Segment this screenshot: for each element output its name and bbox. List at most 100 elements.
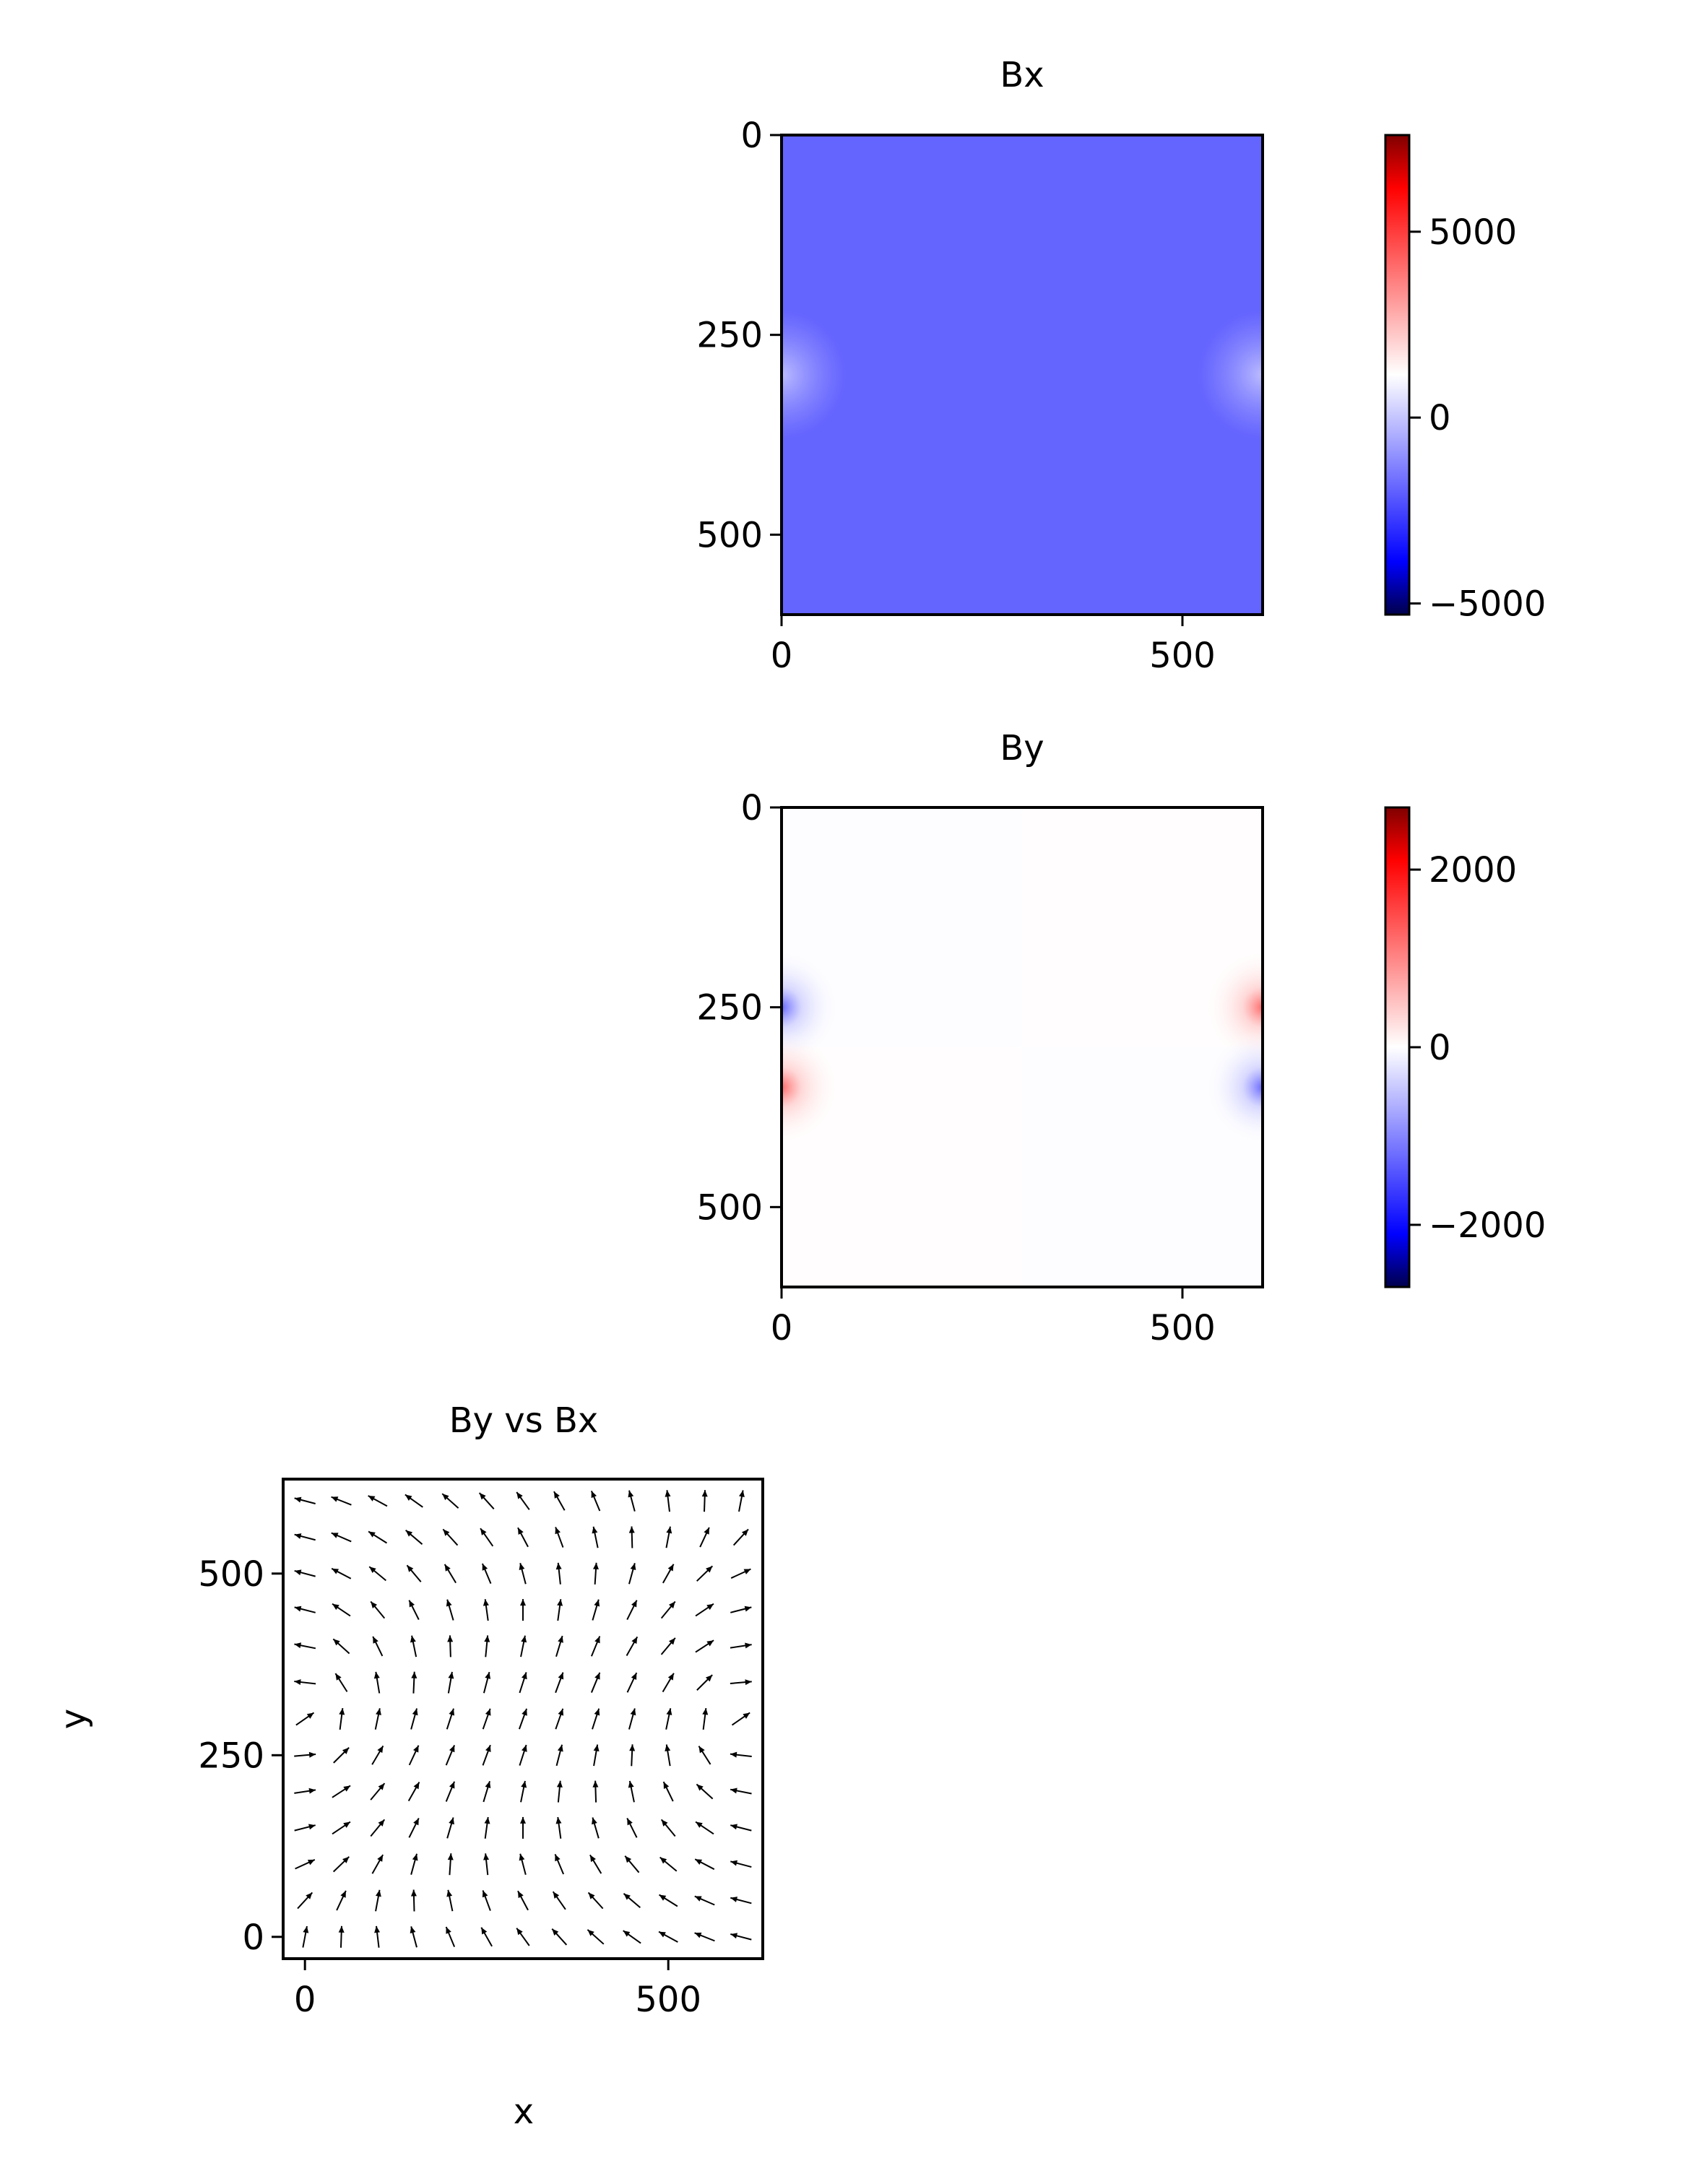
quiver-arrow — [516, 1491, 530, 1510]
bx-y-tick-label: 500 — [696, 515, 763, 555]
quiver-arrow — [623, 1893, 641, 1908]
quiver-arrow — [373, 1671, 381, 1694]
quiver-arrow — [695, 1821, 714, 1835]
by-y-ticks: 0 250 500 — [696, 788, 782, 1228]
quiver-arrow — [730, 1568, 751, 1579]
by-x-tick-label: 0 — [771, 1308, 793, 1348]
by-feature-positive — [782, 1029, 839, 1145]
quiver-x-tick-label: 500 — [635, 1980, 701, 2020]
quiver-arrow — [696, 1674, 713, 1691]
quiver-arrow — [294, 1824, 316, 1832]
bx-panel: Bx 0 250 500 0 500 5000 0 −5000 — [696, 55, 1546, 676]
bx-y-ticks: 0 250 500 — [696, 116, 782, 555]
quiver-arrow — [447, 1671, 454, 1694]
quiver-arrow — [334, 1673, 348, 1692]
quiver-arrow — [730, 1824, 752, 1832]
quiver-arrow — [592, 1817, 600, 1839]
quiver-arrow — [662, 1673, 675, 1693]
quiver-arrow — [442, 1528, 459, 1546]
quiver-arrow — [374, 1708, 381, 1730]
quiver-arrow — [370, 1819, 386, 1837]
quiver-panel: By vs Bx 0 250 500 0 500 x y — [53, 1400, 764, 2132]
by-y-tick-label: 250 — [696, 988, 763, 1028]
quiver-arrow — [520, 1635, 527, 1658]
by-feature-negative — [1205, 1029, 1263, 1145]
bx-heatmap — [782, 135, 1263, 615]
bx-colorbar: 5000 0 −5000 — [1384, 134, 1546, 625]
by-colorbar-tick-label: 2000 — [1429, 850, 1517, 890]
quiver-arrow — [483, 1853, 490, 1876]
quiver-arrow — [483, 1671, 491, 1694]
quiver-arrow — [593, 1562, 599, 1585]
quiver-arrow — [730, 1751, 752, 1758]
quiver-arrow — [694, 1932, 715, 1942]
by-x-ticks: 0 500 — [771, 1287, 1216, 1348]
quiver-arrow — [410, 1635, 417, 1658]
quiver-arrow — [695, 1603, 714, 1617]
quiver-arrow — [372, 1636, 384, 1657]
quiver-y-label: y — [53, 1709, 94, 1729]
quiver-arrow — [447, 1853, 454, 1876]
quiver-arrow — [410, 1889, 417, 1912]
quiver-arrow — [331, 1567, 352, 1580]
quiver-axes-frame — [282, 1478, 764, 1960]
by-axes-frame — [780, 806, 1264, 1288]
by-y-tick-label: 500 — [696, 1187, 763, 1228]
quiver-arrow — [730, 1897, 752, 1904]
quiver-arrow — [294, 1569, 316, 1577]
quiver-arrow — [294, 1642, 316, 1650]
quiver-arrow — [332, 1785, 351, 1798]
quiver-arrow — [556, 1780, 563, 1803]
quiver-arrow — [551, 1928, 568, 1946]
quiver-arrow — [368, 1566, 386, 1582]
quiver-arrow — [516, 1928, 530, 1946]
quiver-arrow — [294, 1679, 316, 1686]
by-y-tick-label: 0 — [740, 788, 763, 828]
quiver-arrow — [302, 1925, 309, 1948]
quiver-arrow — [483, 1599, 489, 1621]
quiver-arrow — [368, 1495, 388, 1507]
quiver-arrow — [446, 1599, 454, 1621]
quiver-arrow — [658, 1930, 678, 1943]
quiver-arrow — [478, 1492, 495, 1509]
quiver-arrow — [730, 1606, 752, 1613]
quiver-arrow — [332, 1821, 351, 1835]
quiver-arrow — [405, 1530, 423, 1545]
quiver-arrow — [332, 1603, 351, 1617]
quiver-arrow — [555, 1635, 563, 1658]
quiver-arrow — [447, 1635, 454, 1658]
quiver-arrow — [520, 1780, 527, 1803]
bx-y-tick-label: 0 — [740, 116, 763, 156]
quiver-arrow — [338, 1925, 345, 1948]
quiver-arrow — [444, 1564, 457, 1584]
quiver-arrow — [480, 1528, 494, 1547]
quiver-arrow — [665, 1490, 671, 1512]
quiver-arrows — [294, 1490, 752, 1948]
quiver-arrow — [445, 1926, 456, 1948]
quiver-arrow — [702, 1707, 709, 1730]
quiver-arrow — [730, 1642, 752, 1649]
quiver-arrow — [626, 1600, 638, 1620]
quiver-arrow — [374, 1925, 381, 1948]
quiver-arrow — [730, 1788, 752, 1795]
quiver-arrow — [696, 1783, 714, 1800]
quiver-arrow — [593, 1744, 600, 1767]
quiver-arrow — [696, 1565, 714, 1582]
quiver-arrow — [519, 1744, 527, 1766]
quiver-x-ticks: 0 500 — [294, 1959, 701, 2020]
quiver-arrow — [370, 1600, 386, 1619]
quiver-arrow — [658, 1894, 678, 1907]
quiver-arrow — [480, 1927, 493, 1947]
bx-colorbar-bar — [1384, 134, 1411, 616]
quiver-arrow — [555, 1708, 564, 1730]
quiver-arrow — [555, 1816, 562, 1839]
quiver-arrow — [446, 1817, 454, 1839]
quiver-arrow — [410, 1853, 418, 1875]
quiver-arrow — [699, 1527, 710, 1548]
quiver-arrow — [628, 1708, 636, 1730]
quiver-arrow — [481, 1563, 492, 1585]
quiver-arrow — [408, 1745, 420, 1766]
quiver-arrow — [628, 1526, 635, 1548]
quiver-arrow — [519, 1853, 527, 1875]
quiver-arrow — [592, 1599, 600, 1621]
